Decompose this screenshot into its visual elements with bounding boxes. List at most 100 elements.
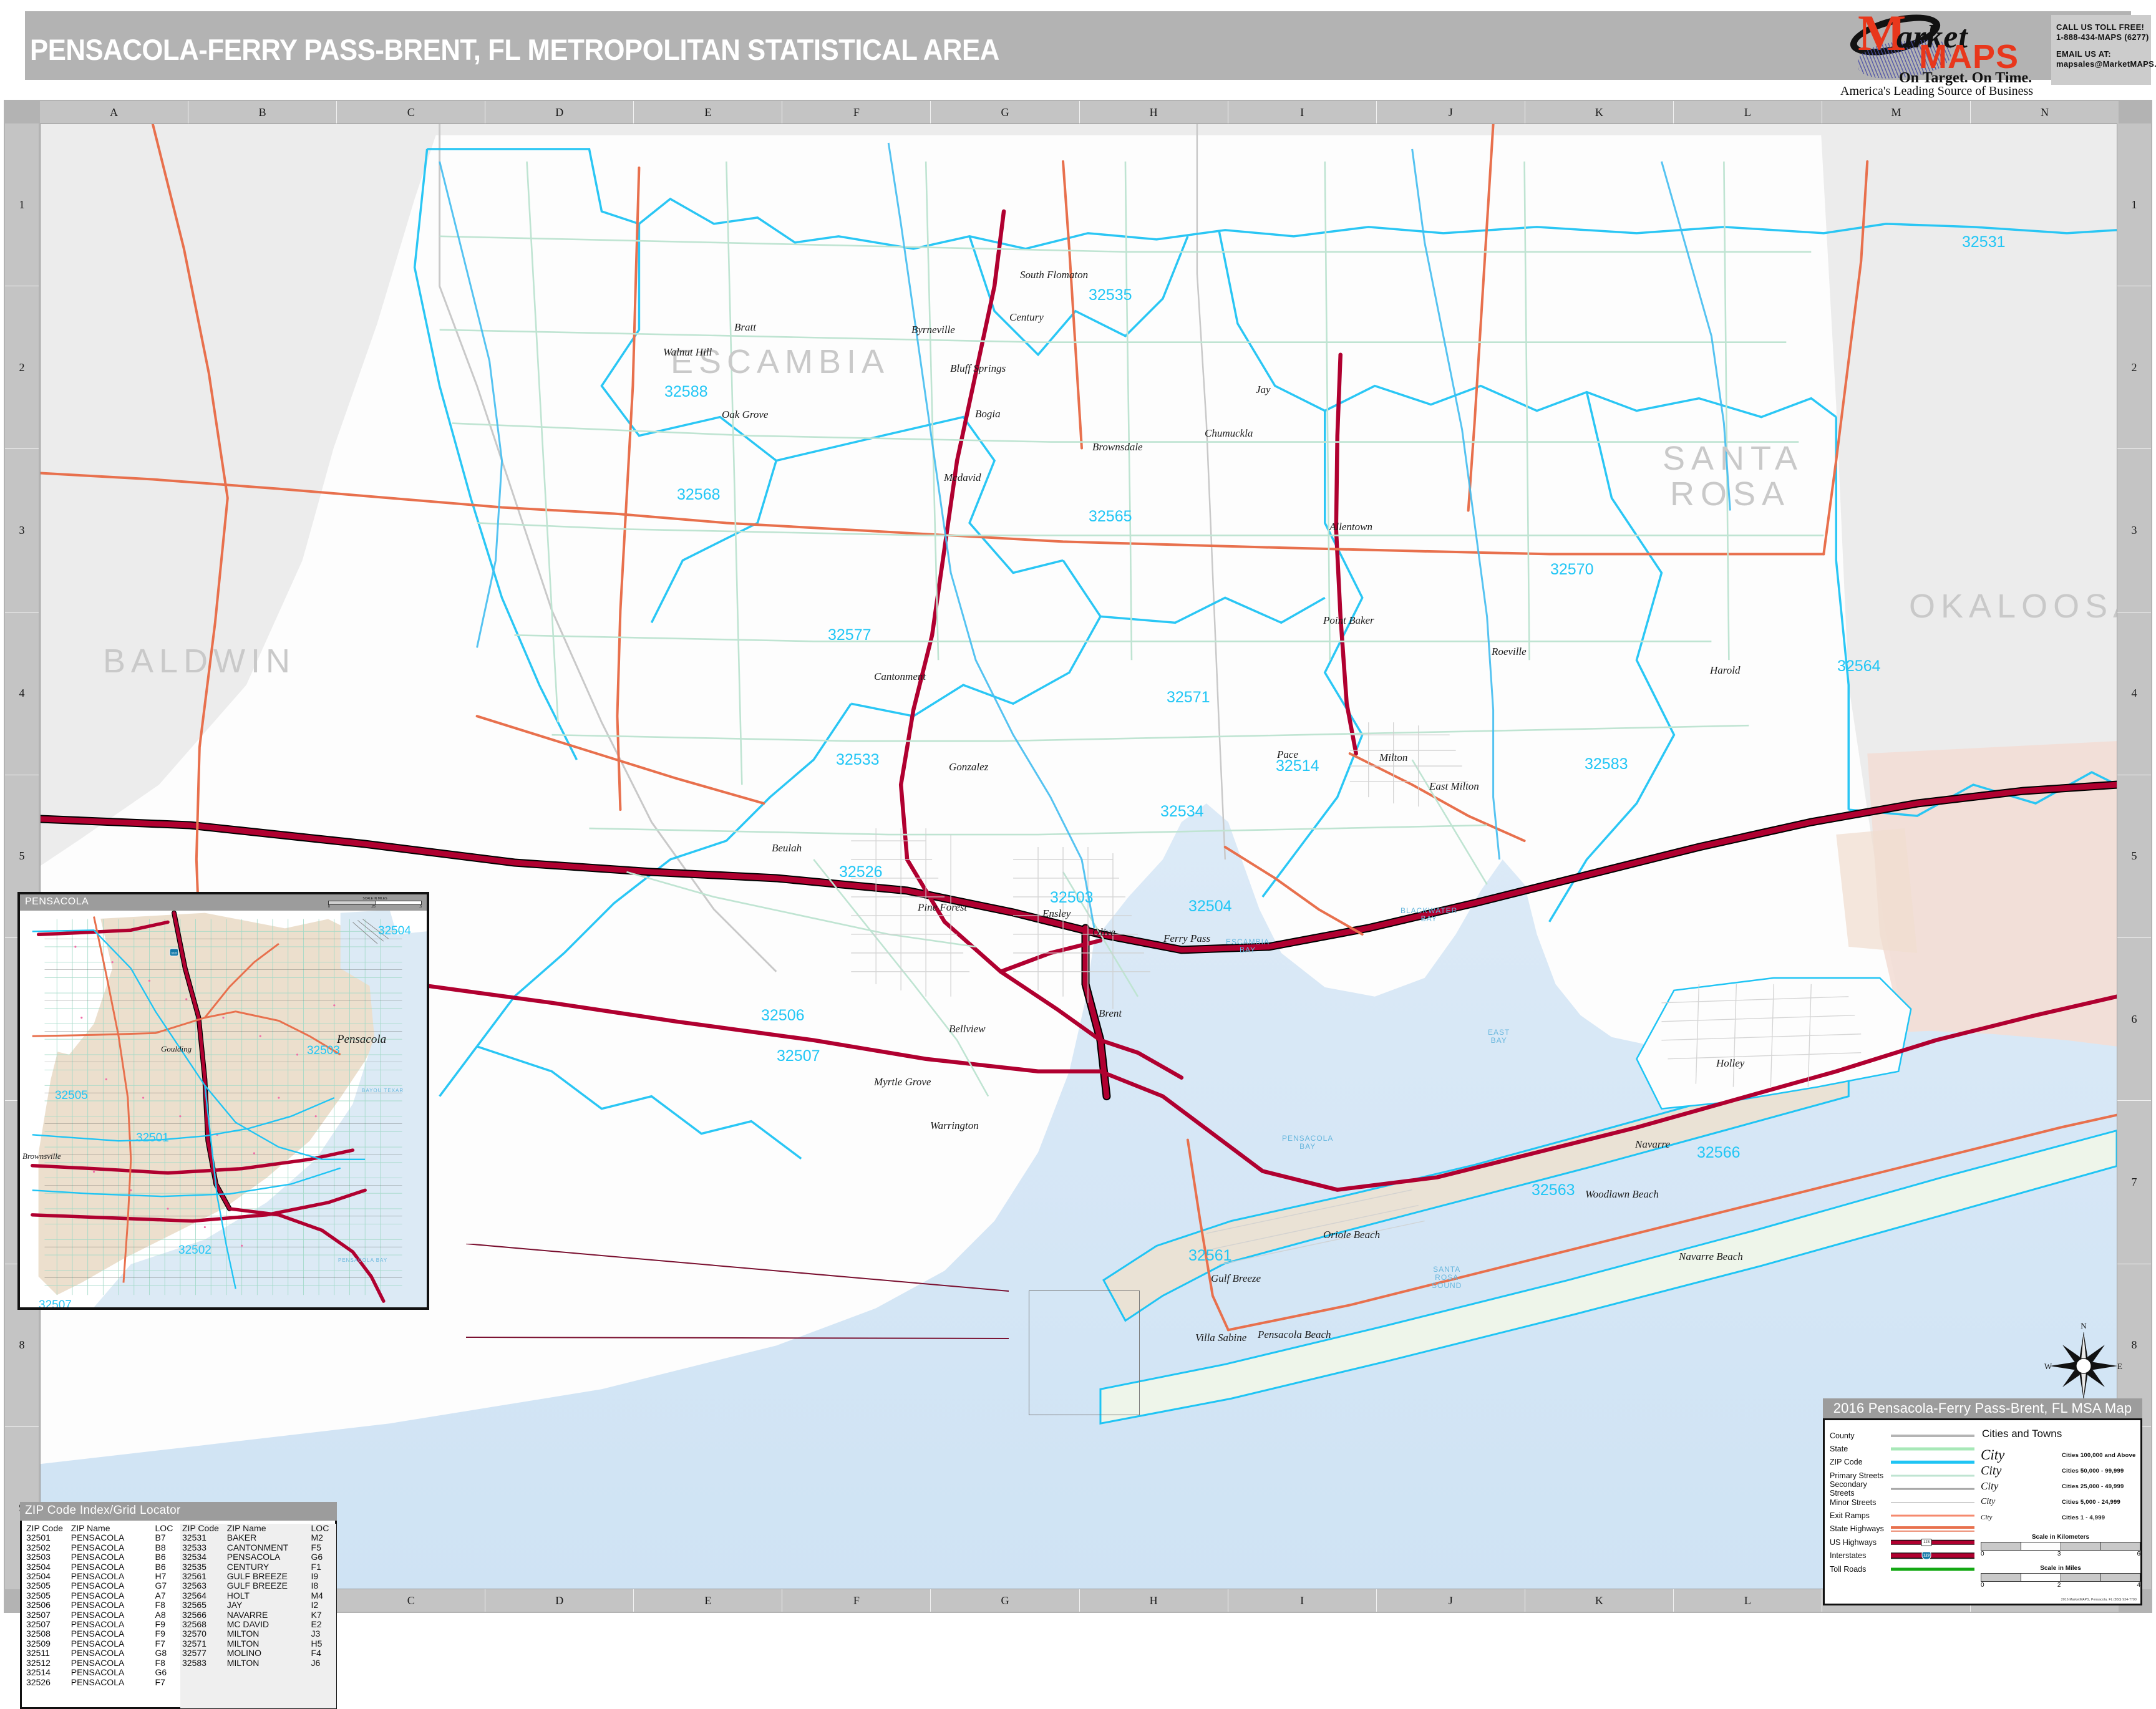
zip-name-cell: HOLT — [226, 1590, 250, 1600]
inset-scale-tick-2: .5 — [419, 905, 422, 909]
zip-name-cell: PENSACOLA — [70, 1532, 125, 1543]
zip-loc-cell: F7 — [155, 1677, 165, 1687]
email-address: mapsales@MarketMAPS.com — [2056, 59, 2156, 69]
grid-col-F: F — [782, 101, 931, 123]
zip-code-cell: 32504 — [26, 1571, 51, 1582]
zip-loc-cell: A7 — [155, 1590, 166, 1600]
zip-index-row: 32512 PENSACOLA F8 — [24, 1658, 180, 1668]
zip-name-cell: PENSACOLA — [70, 1561, 125, 1572]
grid-col-F: F — [782, 1589, 931, 1612]
inset-map-pensacola[interactable]: 110 PENSACOLA SCALE IN MILES 0 .25 .5 32… — [17, 892, 429, 1310]
zip-loc-cell: B6 — [155, 1552, 166, 1562]
grid-col-H: H — [1080, 1589, 1228, 1612]
contact-box: CALL US TOLL FREE! 1-888-434-MAPS (6277)… — [2051, 15, 2156, 85]
legend-swatch — [1891, 1431, 1976, 1441]
scale-mi-title: Scale in Miles — [2040, 1565, 2081, 1572]
zip-col-header-code: ZIP Code — [26, 1523, 63, 1533]
grid-row-4: 4 — [2117, 612, 2151, 775]
grid-col-E: E — [634, 1589, 783, 1612]
zip-loc-cell: I8 — [311, 1581, 319, 1591]
legend-cities-heading: Cities and Towns — [1982, 1428, 2062, 1440]
zip-name-cell: CANTONMENT — [226, 1542, 289, 1552]
logo-word-maps: MAPS — [1919, 38, 2019, 75]
svg-text:110: 110 — [171, 952, 177, 956]
legend-city-sample: City — [1981, 1463, 2002, 1478]
grid-col-I: I — [1228, 1589, 1377, 1612]
zip-loc-cell: F8 — [155, 1600, 165, 1610]
grid-col-G: G — [931, 101, 1080, 123]
grid-col-I: I — [1228, 101, 1377, 123]
inset-scale-label: SCALE IN MILES — [362, 897, 387, 901]
zip-name-cell: NAVARRE — [226, 1609, 268, 1620]
zip-code-cell: 32570 — [182, 1629, 206, 1639]
zip-name-cell: PENSACOLA — [70, 1571, 125, 1582]
legend-row-state-highways: State Highways — [1830, 1523, 1976, 1536]
legend-label: ZIP Code — [1830, 1458, 1863, 1467]
interstate-shield-icon: 123 — [1921, 1551, 1931, 1560]
zip-name-cell: MC DAVID — [226, 1619, 270, 1630]
grid-col-J: J — [1377, 1589, 1525, 1612]
legend-label: Toll Roads — [1830, 1564, 1867, 1574]
legend-city-desc: Cities 1 - 4,999 — [2062, 1514, 2105, 1521]
grid-col-L: L — [1674, 101, 1822, 123]
scale-km-tick-2: 6 — [2137, 1551, 2140, 1557]
inset-scale-tick-1: .25 — [371, 905, 376, 909]
inset-title: PENSACOLA — [20, 894, 427, 911]
zip-name-cell: MILTON — [226, 1638, 260, 1648]
zip-index-row: 32505 PENSACOLA A7 — [24, 1590, 180, 1600]
zip-index-row: 32502 PENSACOLA B8 — [24, 1542, 180, 1552]
map-graphics — [41, 124, 2117, 1589]
grid-col-D: D — [485, 1589, 634, 1612]
zip-index-row: 32504 PENSACOLA B6 — [24, 1562, 180, 1572]
grid-row-6: 6 — [2117, 938, 2151, 1101]
zip-col-header-loc-2: LOC — [311, 1523, 329, 1533]
grid-col-A: A — [40, 101, 189, 123]
grid-col-D: D — [485, 101, 634, 123]
zip-index-row: 32504 PENSACOLA H7 — [24, 1571, 180, 1582]
zip-code-cell: 32507 — [26, 1609, 51, 1620]
zip-code-cell: 32564 — [182, 1590, 206, 1600]
zip-index-row: 32534 PENSACOLA G6 — [180, 1552, 336, 1562]
compass-label-e: E — [2117, 1362, 2122, 1371]
zip-code-cell: 32577 — [182, 1648, 206, 1658]
zip-loc-cell: E2 — [311, 1619, 322, 1630]
page-title: PENSACOLA-FERRY PASS-BRENT, FL METROPOLI… — [30, 33, 999, 66]
inset-scale-tick-0: 0 — [328, 905, 330, 909]
zip-index-row: 32571 MILTON H5 — [180, 1639, 336, 1648]
zip-loc-cell: H7 — [155, 1571, 167, 1582]
zip-code-cell: 32535 — [182, 1561, 206, 1572]
zip-loc-cell: B6 — [155, 1561, 166, 1572]
legend-swatch — [1891, 1511, 1976, 1521]
legend-row-county: County — [1830, 1429, 1976, 1442]
zip-name-cell: PENSACOLA — [70, 1648, 125, 1658]
legend-city-sample: City — [1981, 1514, 1993, 1521]
legend-row-us-highways: US Highways 123 — [1830, 1536, 1976, 1549]
scale-bars: Scale in Kilometers 0 3 6 Scale in Miles — [1981, 1534, 2140, 1590]
map-canvas[interactable]: ESCAMBIA SANTA ROSA OKALOOSA BALDWIN 325… — [40, 123, 2117, 1589]
zip-index-row: 32531 BAKER M2 — [180, 1532, 336, 1542]
legend-swatch: 123 — [1891, 1551, 1976, 1561]
zip-loc-cell: F7 — [155, 1638, 165, 1648]
zip-index-left-table: ZIP Code ZIP Name LOC 32501 PENSACOLA B7 32… — [24, 1523, 180, 1687]
zip-index-row: 32561 GULF BREEZE I9 — [180, 1571, 336, 1582]
grid-row-4: 4 — [5, 612, 39, 775]
map-legend: County State ZIP Code Primary Streets Second… — [1823, 1418, 2142, 1605]
legend-city-class: City Cities 25,000 - 49,999 — [1981, 1479, 2140, 1494]
zip-col-header-code-2: ZIP Code — [182, 1523, 219, 1533]
zip-loc-cell: I2 — [311, 1600, 319, 1610]
zip-name-cell: GULF BREEZE — [226, 1571, 288, 1582]
inset-map-graphics: 110 — [20, 894, 427, 1307]
zip-index-row: 32564 HOLT M4 — [180, 1590, 336, 1600]
zip-index-row: 32511 PENSACOLA G8 — [24, 1648, 180, 1658]
logo-letter-m: M — [1858, 4, 1906, 61]
legend-label: Interstates — [1830, 1551, 1867, 1561]
zip-loc-cell: F8 — [155, 1657, 165, 1668]
grid-row-2: 2 — [2117, 286, 2151, 450]
legend-swatch — [1891, 1524, 1976, 1534]
zip-index-row: 32505 PENSACOLA G7 — [24, 1581, 180, 1591]
zip-name-cell: PENSACOLA — [70, 1638, 125, 1648]
zip-code-cell: 32583 — [182, 1657, 206, 1668]
zip-loc-cell: H5 — [311, 1638, 323, 1648]
zip-name-cell: PENSACOLA — [70, 1600, 125, 1610]
